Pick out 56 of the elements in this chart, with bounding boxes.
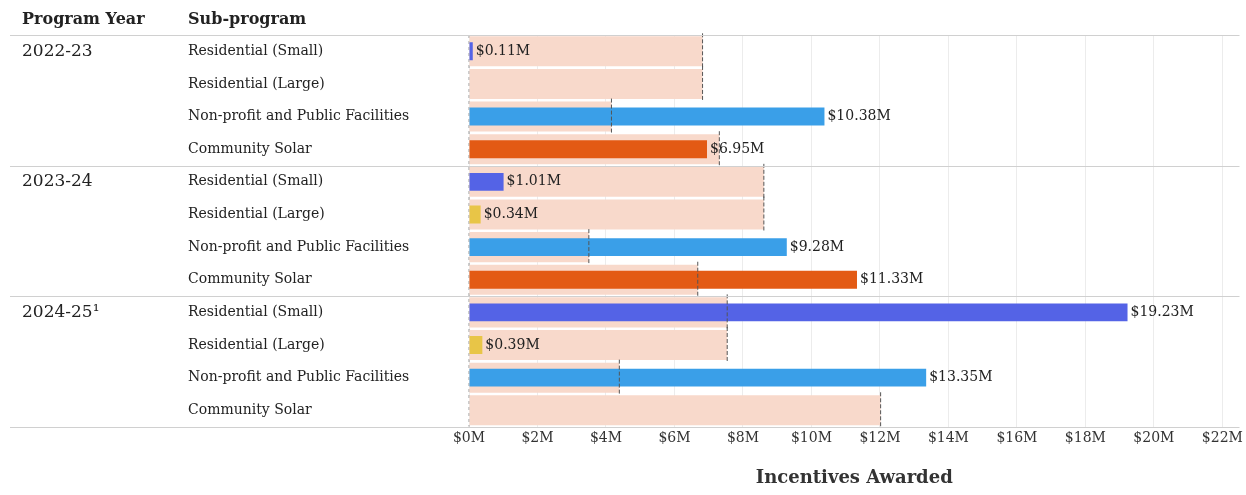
y-tick-label: Community Solar (188, 400, 313, 417)
data-label: $9.28M (789, 237, 845, 254)
bar (469, 166, 764, 197)
data-label: $13.35M (929, 368, 993, 385)
y-tick-label: Residential (Large) (188, 205, 325, 222)
text: 2024-25¹ (22, 300, 100, 321)
x-tick-label: $12M (859, 428, 901, 445)
text: 2022-23 (22, 39, 93, 60)
text: 2023-24 (22, 170, 93, 191)
x-axis-title: Incentives Awarded (755, 465, 954, 487)
x-tick-label: $18M (1064, 428, 1106, 445)
bar (469, 368, 927, 387)
bar (469, 172, 504, 191)
bar (469, 270, 857, 289)
bar (469, 42, 473, 61)
data-label: $0.11M (475, 41, 531, 58)
y-tick-label: Non-profit and Public Facilities (188, 368, 410, 385)
bar (469, 68, 703, 99)
y-tick-label: Residential (Large) (188, 335, 325, 352)
bar (469, 330, 728, 361)
x-tick-label: $10M (790, 428, 832, 445)
bar (469, 36, 703, 67)
bar (469, 303, 1128, 322)
bar (469, 336, 483, 354)
x-tick-label: $6M (658, 428, 691, 445)
bar (469, 107, 825, 126)
data-label: $6.95M (710, 139, 765, 156)
y-tick-label: Community Solar (188, 270, 313, 287)
y-tick-label: Non-profit and Public Facilities (188, 237, 410, 254)
bar (469, 140, 707, 159)
y-tick-label: Non-profit and Public Facilities (188, 107, 410, 124)
bar (469, 199, 764, 230)
x-tick-label: $0M (452, 428, 486, 445)
bar (469, 395, 881, 426)
data-label: $10.38M (827, 107, 891, 124)
data-label: $0.39M (485, 335, 540, 352)
y-tick-label: Community Solar (188, 139, 313, 156)
data-label: $1.01M (506, 172, 562, 189)
x-tick-label: $8M (726, 428, 760, 445)
bar (469, 205, 481, 224)
y-tick-label: Residential (Small) (188, 303, 324, 320)
bar (469, 238, 787, 257)
data-label: $19.23M (1130, 303, 1194, 320)
y-tick-label: Residential (Small) (188, 41, 324, 58)
x-tick-label: $22M (1201, 428, 1243, 445)
y-axis-title: Sub-program (188, 9, 307, 29)
data-label: $11.33M (859, 270, 924, 287)
x-tick-label: $14M (927, 428, 969, 445)
data-label: $0.34M (483, 205, 539, 222)
x-tick-label: $4M (589, 428, 623, 445)
x-tick-label: $20M (1133, 428, 1175, 445)
y-tick-label: Residential (Large) (188, 74, 325, 91)
x-tick-label: $2M (521, 428, 554, 445)
x-tick-label: $16M (996, 428, 1038, 445)
text: Program Year (22, 9, 146, 29)
y-tick-label: Residential (Small) (188, 172, 324, 189)
